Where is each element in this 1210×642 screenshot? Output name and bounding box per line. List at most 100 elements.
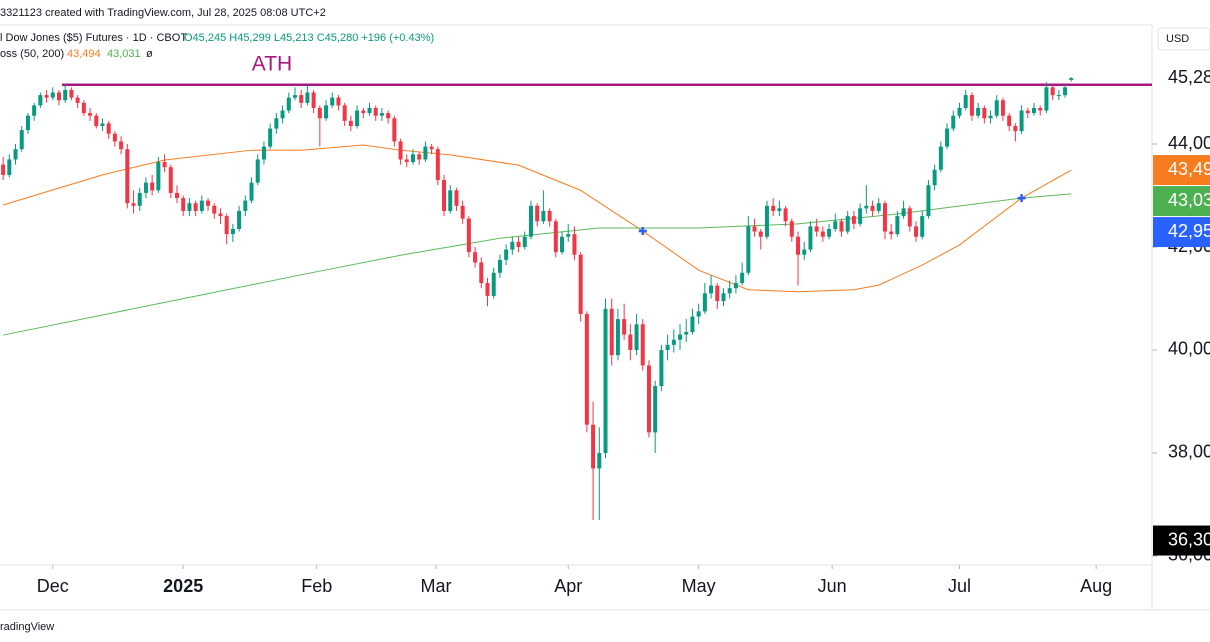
candle-body bbox=[591, 424, 596, 469]
candle-body bbox=[926, 185, 931, 217]
candle-body bbox=[19, 130, 24, 150]
candle-body bbox=[1007, 115, 1012, 126]
candle-body bbox=[485, 283, 490, 296]
candle-body bbox=[44, 95, 49, 98]
candle-body bbox=[504, 249, 509, 260]
candle-body bbox=[646, 365, 651, 433]
candle-body bbox=[243, 200, 248, 211]
candle-body bbox=[789, 221, 794, 237]
candle-body bbox=[578, 254, 583, 314]
candle-body bbox=[895, 216, 900, 235]
candle-body bbox=[640, 324, 645, 366]
candle-body bbox=[628, 334, 633, 350]
candle-body bbox=[311, 92, 316, 108]
price-label-box bbox=[1153, 155, 1210, 186]
candle-body bbox=[1050, 87, 1055, 96]
candle-body bbox=[820, 231, 825, 237]
candle-body bbox=[802, 249, 807, 255]
candle-body bbox=[566, 234, 571, 237]
candle-body bbox=[7, 159, 12, 175]
candle-body bbox=[162, 162, 167, 168]
plot bbox=[1, 77, 1152, 520]
candle-body bbox=[858, 208, 863, 224]
candle-body bbox=[187, 203, 192, 211]
candle-body bbox=[410, 154, 415, 163]
candle-body bbox=[100, 123, 105, 126]
candle-body bbox=[460, 205, 465, 219]
candle-body bbox=[882, 203, 887, 232]
candle-body bbox=[491, 272, 496, 296]
candle-body bbox=[497, 259, 502, 273]
candle-body bbox=[932, 169, 937, 186]
candle-body bbox=[143, 182, 148, 193]
candle-body bbox=[218, 213, 223, 217]
ohlc: O45,245 H45,299 L45,213 C45,280 +196 (+0… bbox=[184, 32, 434, 44]
candle-body bbox=[808, 226, 813, 250]
candle-body bbox=[280, 110, 285, 119]
cross-marker bbox=[638, 227, 647, 236]
candle-body bbox=[603, 308, 608, 453]
candle-body bbox=[715, 285, 720, 302]
candle-body bbox=[764, 205, 769, 237]
candle-body bbox=[63, 89, 68, 101]
candle-body bbox=[286, 97, 291, 111]
candle-body bbox=[584, 313, 589, 425]
symbol: l Dow Jones ($5) Futures · 1D · CBOT bbox=[0, 32, 187, 44]
candle-body bbox=[752, 226, 757, 232]
candle-body bbox=[137, 192, 142, 206]
candle-body bbox=[1019, 110, 1024, 132]
candle-body bbox=[827, 228, 832, 237]
candle-body bbox=[560, 236, 565, 253]
candle-body bbox=[1025, 110, 1030, 114]
indicator-value: 43,031 bbox=[107, 48, 141, 60]
x-tick-label: Mar bbox=[420, 576, 451, 596]
candle-body bbox=[901, 208, 906, 217]
candle-body bbox=[206, 200, 211, 206]
candle-body bbox=[547, 210, 552, 222]
candle-body bbox=[777, 208, 782, 211]
candle-body bbox=[119, 141, 124, 150]
candle-body bbox=[783, 208, 788, 222]
candle-body bbox=[125, 149, 130, 204]
candle-body bbox=[696, 311, 701, 317]
candle-body bbox=[50, 92, 55, 98]
candle-body bbox=[150, 182, 155, 191]
candle-body bbox=[13, 149, 18, 160]
candle-body bbox=[473, 252, 478, 263]
candle-body bbox=[324, 105, 329, 119]
candle-body bbox=[435, 149, 440, 181]
ma-line bbox=[3, 193, 1072, 336]
currency: USD bbox=[1166, 33, 1189, 45]
candle-body bbox=[56, 92, 61, 101]
candle-body bbox=[199, 200, 204, 211]
candle-body bbox=[622, 319, 627, 335]
candle-body bbox=[678, 334, 683, 340]
candle-body bbox=[479, 262, 484, 284]
candle-body bbox=[969, 95, 974, 116]
candle-body bbox=[864, 205, 869, 209]
candle-body bbox=[758, 231, 763, 237]
candle-body bbox=[348, 120, 353, 126]
candle-body bbox=[740, 272, 745, 284]
candle-body bbox=[168, 167, 173, 193]
candle-body bbox=[330, 97, 335, 106]
currency-box[interactable] bbox=[1157, 27, 1210, 51]
candle-body bbox=[814, 226, 819, 232]
cross-marker bbox=[1017, 194, 1026, 203]
candle-body bbox=[665, 344, 670, 350]
candle-body bbox=[156, 162, 161, 191]
candle-body bbox=[1032, 107, 1037, 114]
candle-body bbox=[386, 113, 391, 119]
candle-body bbox=[634, 324, 639, 350]
candle-body bbox=[870, 205, 875, 211]
candle-body bbox=[938, 146, 943, 170]
candle-body bbox=[305, 92, 310, 103]
candle-body bbox=[392, 118, 397, 142]
candle-body bbox=[796, 236, 801, 255]
y-tick-label: 38,000 bbox=[1168, 442, 1210, 462]
x-tick-label: Feb bbox=[301, 576, 332, 596]
candle-body bbox=[510, 241, 515, 250]
candle-body bbox=[75, 97, 80, 103]
ma-line bbox=[2, 144, 1072, 293]
